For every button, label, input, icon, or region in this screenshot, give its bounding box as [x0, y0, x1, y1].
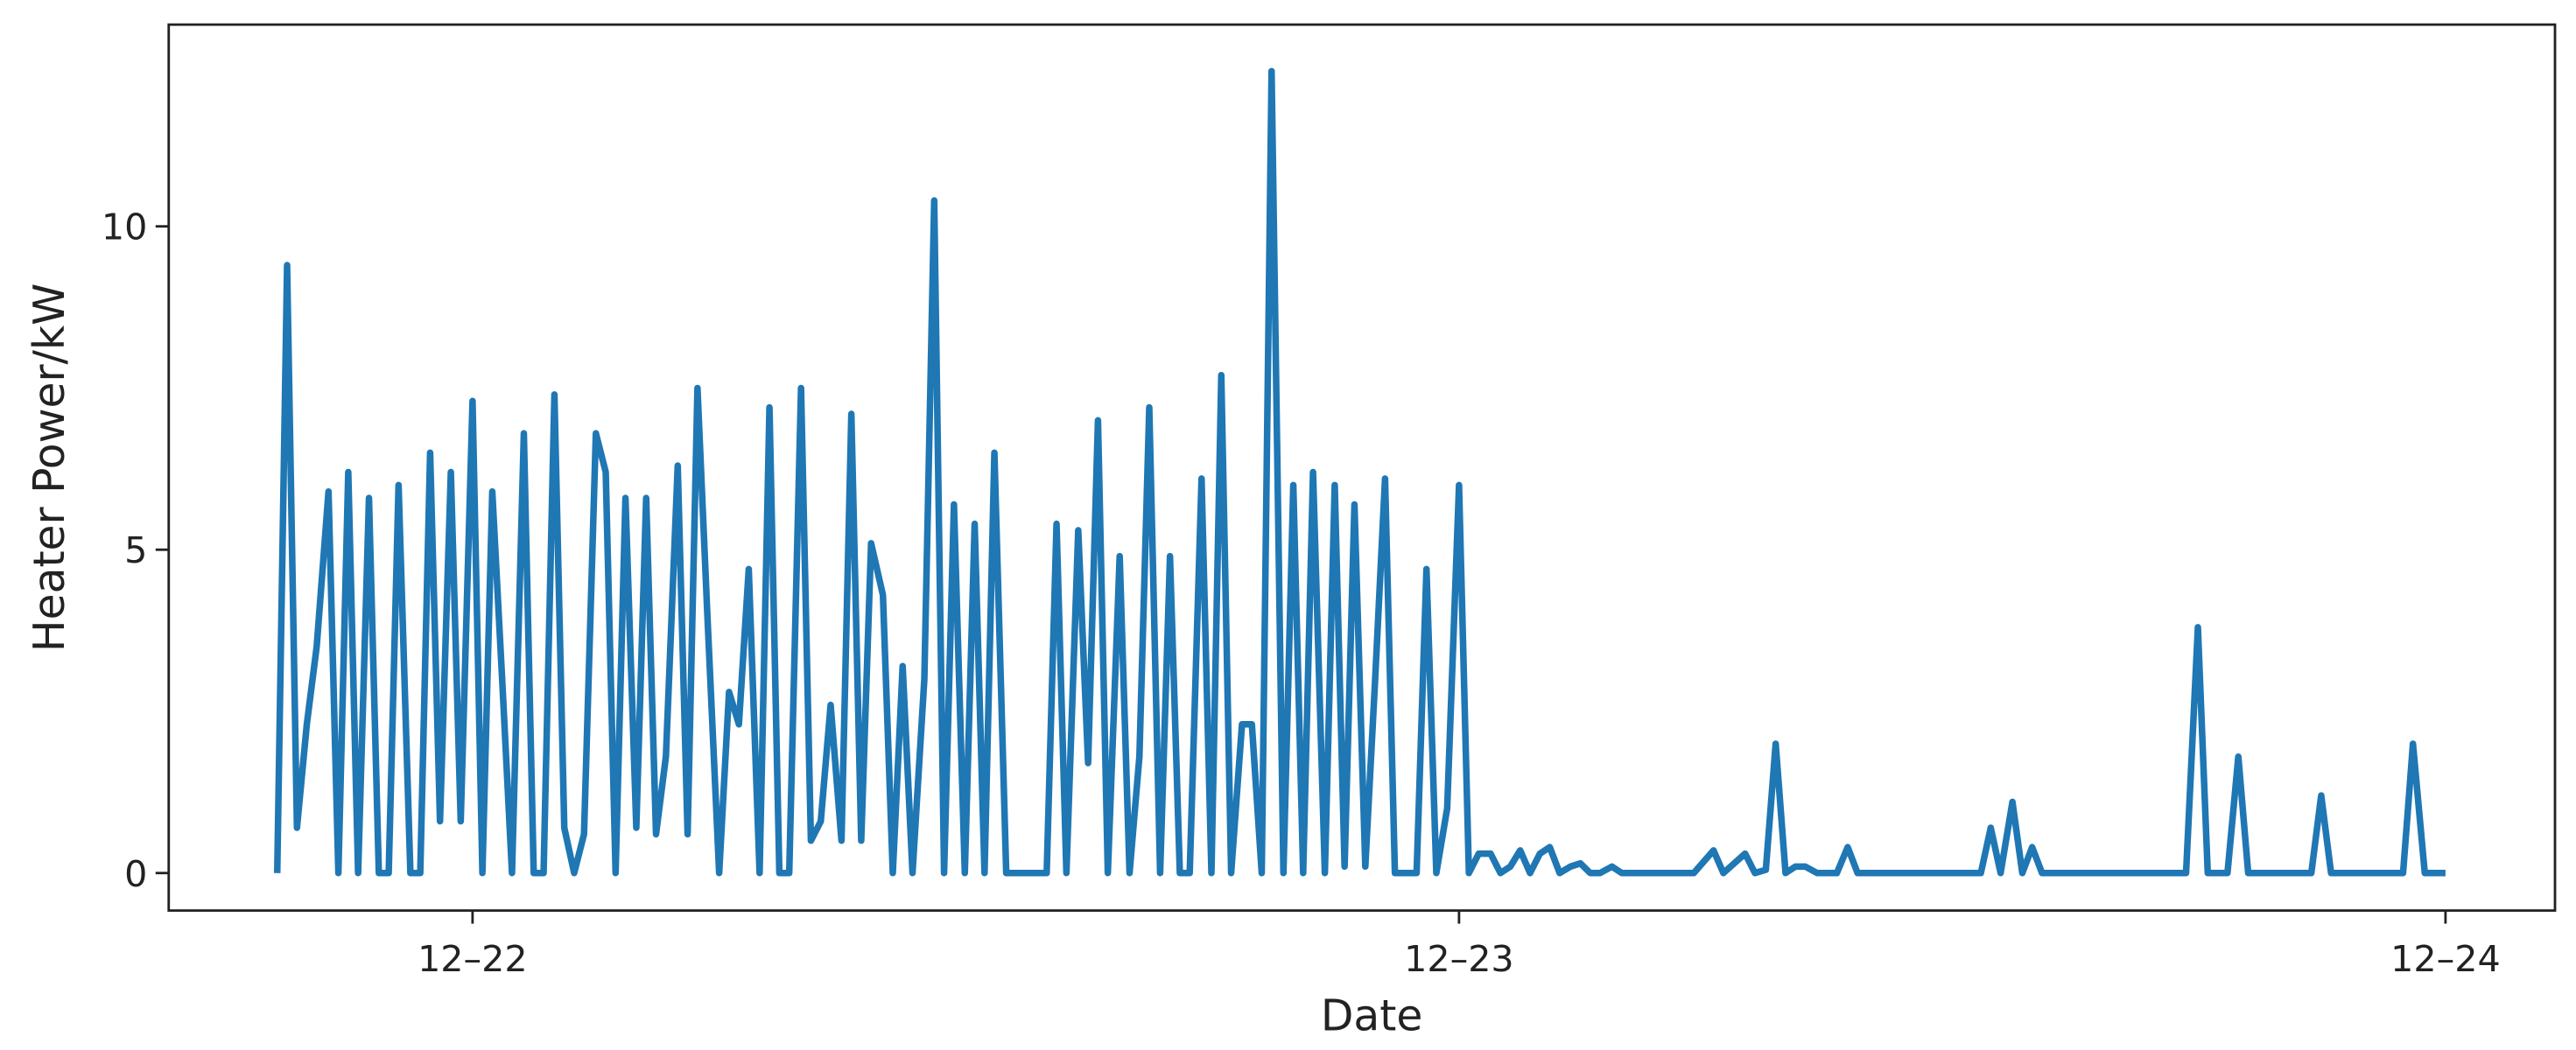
y-tick-label: 5: [124, 529, 147, 571]
x-tick-label: 12–24: [2390, 938, 2501, 980]
x-tick-label: 12–22: [418, 938, 528, 980]
line-series: [273, 67, 2446, 877]
x-tick-label: 12–23: [1404, 938, 1514, 980]
x-axis-label: Date: [1321, 992, 1423, 1041]
y-tick-label: 0: [124, 853, 147, 895]
plot-frame: [167, 23, 2557, 913]
y-axis-label: Heater Power/kW: [25, 284, 74, 652]
y-tick-label: 10: [102, 206, 148, 248]
